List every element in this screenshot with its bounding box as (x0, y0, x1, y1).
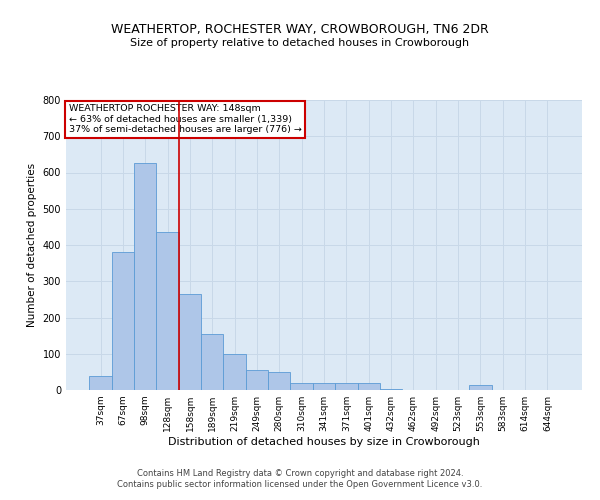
Text: Contains public sector information licensed under the Open Government Licence v3: Contains public sector information licen… (118, 480, 482, 489)
Bar (246, 370, 268, 390)
Text: WEATHERTOP ROCHESTER WAY: 148sqm
← 63% of detached houses are smaller (1,339)
37: WEATHERTOP ROCHESTER WAY: 148sqm ← 63% o… (68, 104, 301, 134)
Bar (89, 376, 112, 390)
X-axis label: Distribution of detached houses by size in Crowborough: Distribution of detached houses by size … (168, 437, 480, 447)
Bar (201, 334, 223, 390)
Text: WEATHERTOP, ROCHESTER WAY, CROWBOROUGH, TN6 2DR: WEATHERTOP, ROCHESTER WAY, CROWBOROUGH, … (111, 22, 489, 36)
Bar (112, 252, 134, 390)
Bar (223, 354, 246, 390)
Text: Size of property relative to detached houses in Crowborough: Size of property relative to detached ho… (130, 38, 470, 48)
Bar (313, 384, 335, 390)
Bar (290, 383, 313, 390)
Bar (358, 384, 380, 390)
Bar (469, 384, 491, 390)
Bar (179, 294, 201, 390)
Bar (157, 232, 179, 390)
Bar (268, 372, 290, 390)
Bar (134, 164, 157, 390)
Y-axis label: Number of detached properties: Number of detached properties (27, 163, 37, 327)
Text: Contains HM Land Registry data © Crown copyright and database right 2024.: Contains HM Land Registry data © Crown c… (137, 468, 463, 477)
Bar (335, 384, 358, 390)
